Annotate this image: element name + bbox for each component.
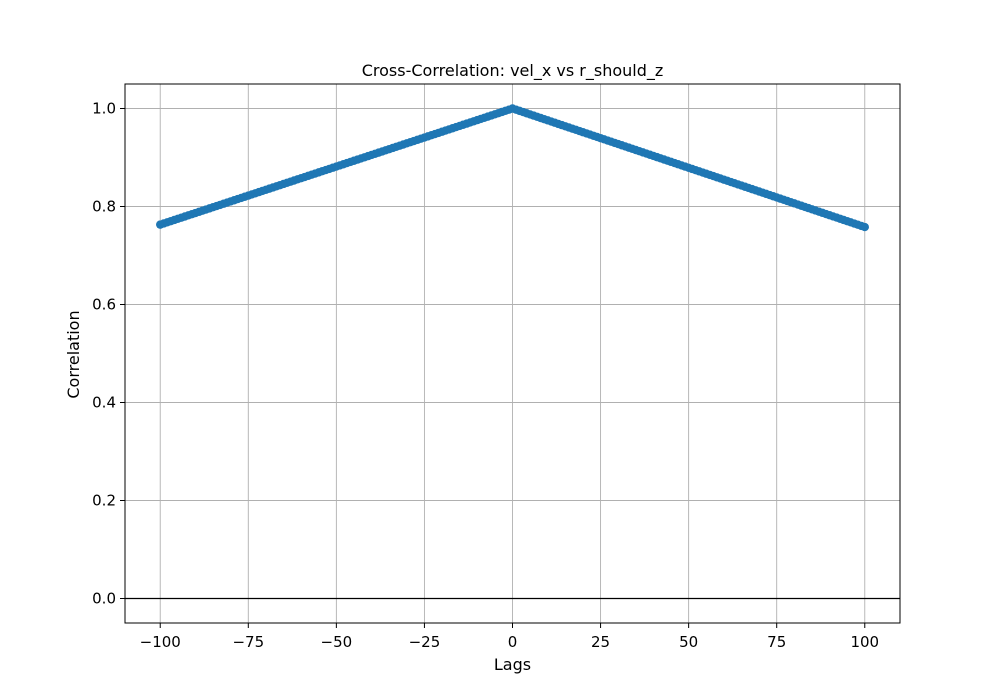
y-tick-label-4: 0.8 <box>92 198 116 216</box>
y-axis-title: Correlation <box>64 310 83 398</box>
x-tick-label-8: 100 <box>850 633 879 651</box>
data-point-200 <box>860 222 869 232</box>
y-tick-label-2: 0.4 <box>92 394 116 412</box>
x-axis-ticks: −100 −75 −50 −25 0 25 50 75 100 <box>140 623 879 651</box>
x-axis-title: Lags <box>494 655 531 674</box>
chart-title: Cross-Correlation: vel_x vs r_should_z <box>362 61 664 81</box>
x-tick-label-3: −25 <box>409 633 441 651</box>
series-layer <box>156 104 869 232</box>
x-tick-label-1: −75 <box>232 633 264 651</box>
y-tick-label-1: 0.2 <box>92 492 116 510</box>
y-axis-ticks: 0.0 0.2 0.4 0.6 0.8 1.0 <box>92 100 125 608</box>
x-tick-label-7: 75 <box>767 633 786 651</box>
x-tick-label-2: −50 <box>321 633 353 651</box>
y-tick-label-3: 0.6 <box>92 296 116 314</box>
grid-layer <box>125 84 900 623</box>
x-tick-label-5: 25 <box>591 633 610 651</box>
y-tick-label-0: 0.0 <box>92 590 116 608</box>
x-tick-label-4: 0 <box>508 633 518 651</box>
x-tick-label-0: −100 <box>140 633 181 651</box>
y-tick-label-5: 1.0 <box>92 100 116 118</box>
x-tick-label-6: 50 <box>679 633 698 651</box>
